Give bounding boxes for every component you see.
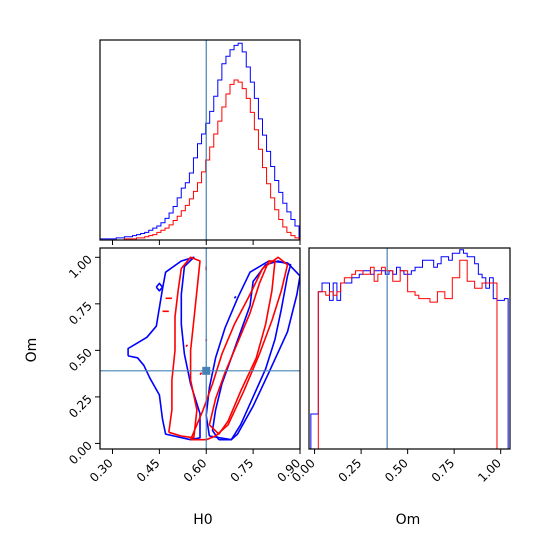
- hist-Om-x-tick-label-1: 0.25: [336, 456, 365, 485]
- contour-y-tick-label-1: 0.25: [66, 392, 95, 421]
- hist-Om-series-1: [310, 259, 509, 449]
- contour-series-0-path-4: [233, 295, 237, 299]
- contour-series-1-path-0: [168, 256, 201, 439]
- hist-Om-x-tick-label-3: 0.75: [429, 456, 458, 485]
- contour-series-0-path-3: [155, 282, 164, 292]
- contour-x-tick-label-1: 0.45: [134, 456, 163, 485]
- x-axis-label-H0: H0: [193, 512, 212, 528]
- x-axis-label-Om: Om: [396, 512, 421, 528]
- contour-frame: [99, 247, 301, 450]
- hist-H0-frame: [99, 39, 301, 241]
- contour-series-1-path-1: [208, 260, 276, 435]
- contour-x-tick-label-0: 0.30: [87, 456, 116, 485]
- hist-Om-x-tick-label-2: 0.50: [382, 456, 411, 485]
- contour-series-1-path-7: [185, 344, 189, 348]
- contour-H0-Om-panel: 0.30 0.45 0.60 0.75 0.900.000.250.500.751.00: [66, 247, 303, 485]
- contour-y-tick-label-3: 0.75: [66, 299, 95, 328]
- y-axis-label-Om: Om: [24, 338, 40, 363]
- hist-Om-x-tick-label-4: 1.00: [475, 456, 504, 485]
- hist-H0-series-0: [100, 42, 300, 240]
- contour-x-tick-label-3: 0.75: [228, 456, 257, 485]
- contour-series-1-path-8: [199, 372, 203, 376]
- contour-y-tick-label-4: 1.00: [66, 252, 95, 281]
- contour-series-0-path-2: [205, 260, 300, 441]
- hist-Om-series-0: [310, 249, 509, 449]
- hist-Om-panel: 0.00 0.25 0.50 0.75 1.00: [289, 247, 511, 485]
- hist-H0-panel: [99, 39, 301, 245]
- contour-y-tick-label-0: 0.00: [66, 438, 95, 467]
- hist-Om-frame: [308, 247, 511, 450]
- truth-marker: [202, 366, 211, 375]
- contour-x-tick-label-2: 0.60: [181, 456, 210, 485]
- hist-H0-series-1: [100, 79, 300, 240]
- contour-series-0-path-1: [211, 260, 292, 441]
- contour-y-tick-label-2: 0.50: [66, 345, 95, 374]
- contour-series-1-path-2: [189, 256, 289, 441]
- contour-series-0-path-0: [127, 256, 201, 441]
